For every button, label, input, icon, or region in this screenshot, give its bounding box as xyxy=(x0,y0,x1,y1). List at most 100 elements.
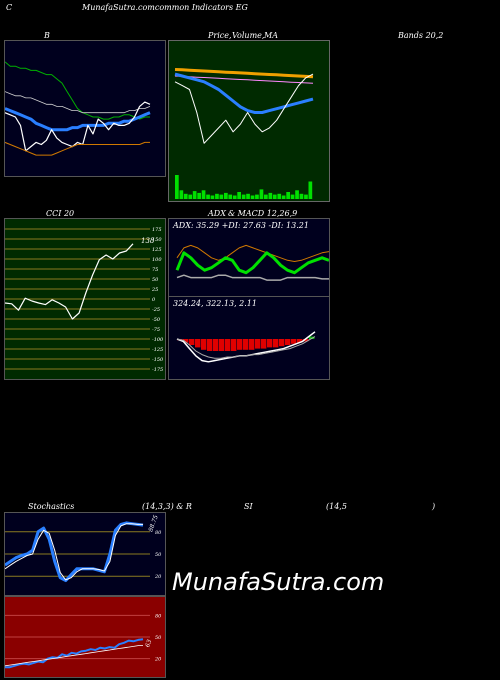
bb-series-4 xyxy=(5,141,150,156)
cci-tick-label: 175 xyxy=(152,227,162,233)
volume-bar xyxy=(304,194,308,199)
macd-histogram-bar xyxy=(237,339,243,350)
rsi-line xyxy=(5,638,144,669)
cci-tick-label: -25 xyxy=(152,307,160,313)
site-subtitle: common Indicators EG xyxy=(154,3,248,12)
price-series-2 xyxy=(174,72,314,114)
minus-di-line xyxy=(176,274,329,281)
cci-tick-label: 100 xyxy=(152,257,162,263)
bollinger-panel xyxy=(4,40,166,177)
label-bands: Bands 20,2 xyxy=(398,31,444,40)
cci-tick-label: 125 xyxy=(152,247,162,253)
volume-bar xyxy=(299,193,304,199)
volume-bar xyxy=(241,194,246,199)
bollinger-chart xyxy=(5,61,151,156)
volume-bar xyxy=(255,194,259,199)
macd-histogram-bar xyxy=(189,339,195,345)
rsi-tick-label: 80 xyxy=(155,613,162,619)
macd-histogram-bar xyxy=(183,339,189,343)
volume-bar xyxy=(259,189,264,199)
bb-series-1 xyxy=(5,91,151,114)
volume-bar xyxy=(175,175,179,199)
macd-histogram-bar xyxy=(297,339,303,343)
macd-histogram-bar xyxy=(219,339,225,351)
stoch-tick-label: 50 xyxy=(155,552,162,558)
cci-tick-label: 150 xyxy=(152,237,162,243)
volume-bar xyxy=(232,195,237,199)
cci-value: 138 xyxy=(141,237,155,245)
volume-bar xyxy=(272,194,277,199)
macd-histogram-bar xyxy=(303,339,309,342)
volume-bar xyxy=(281,195,286,199)
header-title: MunafaSutra.comcommon Indicators EG xyxy=(82,3,248,12)
macd-chart xyxy=(176,331,316,363)
rsi-chart: 80 50 20 xyxy=(5,613,162,669)
adx-chart xyxy=(175,244,329,281)
bb-series-0 xyxy=(5,61,150,120)
cci-chart: 175 150 125 100 75 50 25 0 -25 -50 -75 -100 -125 -150… xyxy=(5,227,164,373)
macd-histogram-bar xyxy=(231,339,237,351)
macd-signal-line xyxy=(176,336,316,359)
volume-bar xyxy=(183,193,188,199)
price-series-1 xyxy=(174,75,314,84)
label-stoch-params: (14,3,3) & R xyxy=(142,502,192,511)
macd-histogram-bar xyxy=(309,336,315,339)
stoch-chart: 80 50 20 xyxy=(5,521,162,583)
bb-series-2 xyxy=(5,107,151,132)
volume-bar xyxy=(201,190,206,199)
volume-bar xyxy=(237,192,241,199)
header-letter: C xyxy=(6,3,13,12)
macd-histogram-bar xyxy=(279,339,285,347)
cci-tick-label: -150 xyxy=(152,357,164,363)
macd-histogram-bar xyxy=(213,339,219,351)
stoch-panel: 80 50 20 88.75 xyxy=(4,512,166,596)
volume-bar xyxy=(246,193,250,199)
macd-histogram-bar xyxy=(255,339,261,349)
volume-bar xyxy=(295,190,299,199)
volume-bar xyxy=(308,181,313,199)
label-b: B xyxy=(44,31,50,40)
label-macd: & MACD 12,26,9 xyxy=(228,209,298,218)
volume-bar xyxy=(268,192,273,199)
rsi-ma-line xyxy=(5,645,143,667)
label-price: Price, xyxy=(208,31,232,40)
cci-tick-label: 75 xyxy=(152,267,158,273)
stoch-tick-label: 80 xyxy=(155,530,162,536)
macd-histogram-bar xyxy=(195,339,201,348)
price-series-3 xyxy=(174,73,314,144)
macd-histogram-bar xyxy=(225,339,231,351)
label-rsi-close: ) xyxy=(432,502,436,511)
macd-panel: 324.24, 322.13, 2.11 xyxy=(168,296,330,380)
price-panel xyxy=(168,40,330,202)
cci-tick-label: 25 xyxy=(151,287,158,293)
volume-bar xyxy=(228,194,233,199)
stoch-d-line xyxy=(5,523,143,581)
macd-histogram-bar xyxy=(273,339,279,348)
cci-tick-label: 50 xyxy=(152,277,159,283)
volume-bar xyxy=(277,193,282,199)
volume-bar xyxy=(188,194,193,199)
cci-tick-label: -50 xyxy=(152,317,161,323)
volume-bar xyxy=(250,195,255,199)
plus-di-line xyxy=(175,251,329,275)
macd-histogram-bar xyxy=(243,339,249,350)
rsi-tick-label: 50 xyxy=(155,635,162,641)
volume-bar xyxy=(192,191,197,199)
adx-readout: ADX: 35.29 +DI: 27.63 -DI: 13.21 xyxy=(173,221,309,230)
adx-panel: ADX: 35.29 +DI: 27.63 -DI: 13.21 xyxy=(168,218,330,298)
cci-tick-label: -125 xyxy=(152,347,163,353)
volume-bar xyxy=(286,192,290,199)
label-stoch: Stochastics xyxy=(28,502,75,511)
macd-histogram-bar xyxy=(267,339,273,348)
adx-line xyxy=(176,244,329,262)
volume-bar xyxy=(206,194,210,199)
price-volume-chart xyxy=(174,68,314,199)
volume-bar xyxy=(210,195,215,199)
stoch-tick-label: 20 xyxy=(154,574,162,580)
cci-tick-label: -175 xyxy=(152,367,163,373)
macd-histogram-bar xyxy=(285,339,291,345)
volume-bar xyxy=(215,193,219,199)
cci-tick-label: -75 xyxy=(152,327,160,333)
volume-bar xyxy=(219,194,224,199)
